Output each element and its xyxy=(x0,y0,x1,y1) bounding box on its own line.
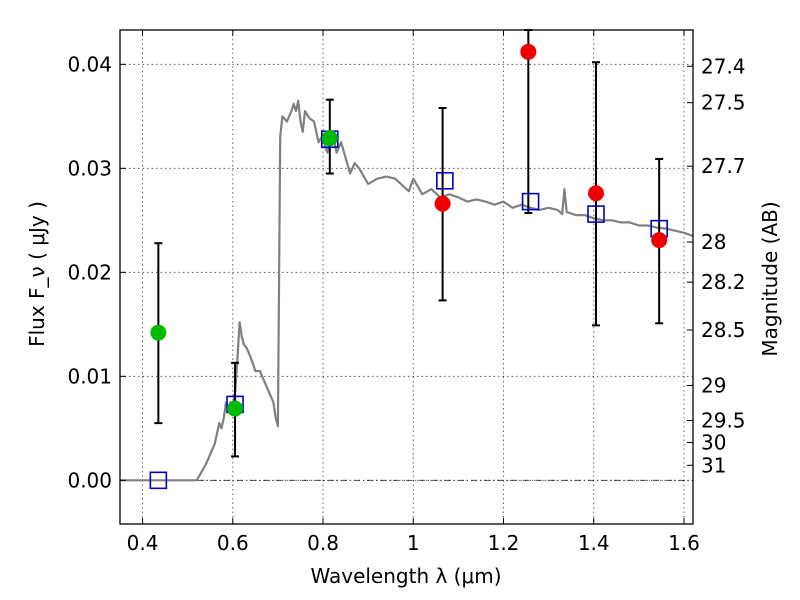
model-flux-square xyxy=(587,205,605,223)
y-tick-label: 0.03 xyxy=(67,156,112,180)
grid-lines xyxy=(120,30,693,524)
model-flux-square xyxy=(436,172,454,190)
observed-flux-point xyxy=(227,400,244,417)
observed-flux-point xyxy=(150,324,167,341)
x-tick-labels: 0.4 0.6 0.8 1 1.2 1.4 1.6 xyxy=(127,531,700,555)
observed-flux-point xyxy=(434,195,451,212)
magnitude-tick-label: 28 xyxy=(701,230,726,254)
y-tick-label: 0.04 xyxy=(67,52,112,76)
model-spectrum-line xyxy=(120,99,694,482)
magnitude-tick-label: 28.2 xyxy=(701,270,746,294)
observed-flux-point xyxy=(587,185,604,202)
observed-flux-point xyxy=(651,232,668,249)
magnitude-tick-label: 27.7 xyxy=(701,154,746,178)
x-tick-label: 1.4 xyxy=(578,531,610,555)
model-spectrum xyxy=(120,99,694,482)
magnitude-tick-label: 27.4 xyxy=(701,54,746,78)
error-bars xyxy=(154,29,664,458)
x-tick-label: 0.6 xyxy=(217,531,249,555)
y-tick-label: 0.02 xyxy=(67,260,112,284)
y-axis-title: Flux F_ν ( μJy ) xyxy=(25,201,49,347)
magnitude-tick-label: 27.5 xyxy=(701,91,746,115)
magnitude-tick-label: 29.5 xyxy=(701,408,746,432)
axis-ticks xyxy=(120,30,693,524)
model-flux-square xyxy=(521,192,540,211)
observed-flux-point xyxy=(520,43,537,60)
magnitude-tick-label: 28.5 xyxy=(701,318,746,342)
y-tick-label: 0.01 xyxy=(67,364,112,388)
y-tick-label: 0.00 xyxy=(67,468,112,492)
x-tick-label: 1.2 xyxy=(488,531,520,555)
model-flux-square xyxy=(149,471,168,490)
x-tick-label: 0.8 xyxy=(307,531,339,555)
magnitude-tick-label: 31 xyxy=(701,453,726,477)
x-tick-label: 1.6 xyxy=(668,531,700,555)
x-axis-title: Wavelength λ (μm) xyxy=(310,564,501,588)
y-tick-labels: 0.00 0.01 0.02 0.03 0.04 xyxy=(67,52,112,492)
model-flux-squares xyxy=(149,130,668,490)
x-tick-label: 1 xyxy=(407,531,420,555)
observed-flux-point xyxy=(321,130,338,147)
magnitude-tick-label: 30 xyxy=(701,431,726,455)
magnitude-tick-label: 29 xyxy=(701,373,726,397)
x-tick-label: 0.4 xyxy=(127,531,159,555)
observed-flux-points xyxy=(150,43,668,417)
plot-frame xyxy=(119,29,694,525)
right-axis-title: Magnitude (AB) xyxy=(758,201,782,356)
